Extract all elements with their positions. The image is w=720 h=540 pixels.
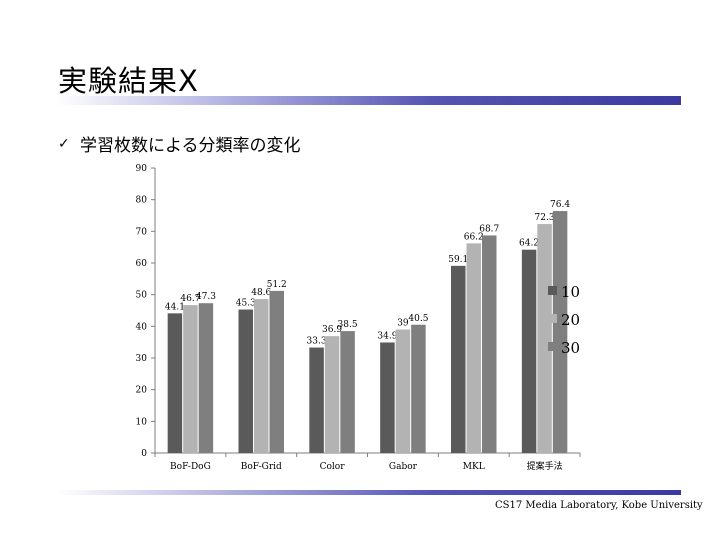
legend-label: 20	[561, 311, 580, 329]
bar	[309, 347, 324, 453]
data-label: 34.9	[377, 331, 397, 341]
legend-swatch	[548, 314, 557, 323]
data-label: 59.1	[448, 255, 468, 265]
data-label: 33.3	[307, 337, 327, 347]
data-label: 40.5	[408, 314, 428, 324]
data-label: 45.3	[236, 299, 256, 309]
y-tick-label: 60	[136, 259, 148, 269]
y-tick-label: 20	[136, 386, 148, 396]
legend-label: 10	[561, 283, 580, 301]
data-label: 64.2	[519, 239, 539, 249]
check-bullet-icon: ✓	[58, 136, 70, 152]
data-label: 38.5	[338, 320, 358, 330]
data-label: 51.2	[267, 280, 287, 290]
x-tick-label: Gabor	[389, 462, 418, 472]
bar	[198, 303, 214, 453]
x-tick-label: BoF-Grid	[241, 462, 282, 472]
data-label: 47.3	[196, 292, 216, 302]
y-tick-label: 90	[136, 164, 148, 174]
bar	[451, 265, 466, 453]
bar	[552, 211, 568, 453]
bar	[380, 342, 395, 453]
x-tick-label: MKL	[463, 462, 485, 472]
data-label: 68.7	[479, 224, 499, 234]
bar	[537, 224, 552, 453]
bar	[324, 336, 340, 453]
bar	[521, 249, 537, 453]
bar	[254, 299, 269, 453]
bar	[340, 331, 355, 453]
x-tick-label: 提案手法	[527, 460, 563, 472]
bar	[411, 324, 426, 453]
legend-label: 30	[561, 339, 580, 357]
data-label: 39	[397, 319, 409, 329]
slide-subtitle: 学習枚数による分類率の変化	[80, 136, 301, 156]
legend-swatch	[548, 342, 557, 351]
data-label: 72.3	[535, 213, 555, 223]
y-tick-label: 10	[136, 417, 148, 427]
data-label: 48.6	[251, 288, 271, 298]
bar	[269, 290, 284, 453]
data-label: 76.4	[550, 200, 570, 210]
y-tick-label: 30	[136, 354, 148, 364]
x-tick-label: BoF-DoG	[170, 462, 211, 472]
bar	[183, 305, 198, 453]
y-tick-label: 40	[136, 322, 148, 332]
bar	[482, 235, 497, 453]
footer-bar	[56, 490, 681, 495]
x-tick-label: Color	[320, 462, 346, 472]
bar	[466, 243, 481, 453]
data-label: 44.1	[165, 302, 185, 312]
y-tick-label: 0	[141, 449, 147, 459]
data-label: 36.9	[322, 325, 342, 335]
bar	[167, 313, 183, 453]
data-label: 66.2	[464, 232, 484, 242]
legend-swatch	[548, 286, 557, 295]
data-label: 46.7	[180, 294, 200, 304]
y-tick-label: 50	[136, 291, 148, 301]
footer-text: CS17 Media Laboratory, Kobe University	[495, 500, 703, 511]
slide-title: 実験結果X	[58, 64, 199, 98]
bar	[395, 329, 411, 453]
bar	[238, 309, 253, 453]
title-underline-bar	[56, 96, 681, 105]
y-tick-label: 70	[136, 227, 148, 237]
y-tick-label: 80	[136, 196, 148, 206]
